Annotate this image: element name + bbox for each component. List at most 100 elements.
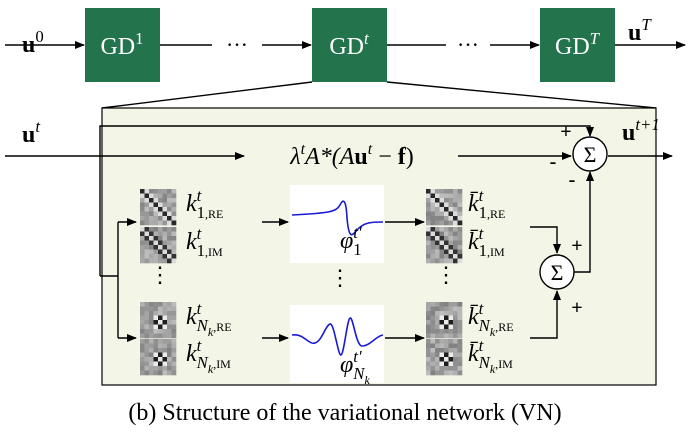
filter-pixel: [167, 344, 172, 349]
filter-pixel: [435, 357, 440, 362]
filter-pixel: [167, 254, 172, 259]
filter-pixel: [167, 302, 172, 307]
filter-pixel: [167, 227, 172, 232]
filter-pixel: [140, 320, 145, 325]
filter-pixel: [449, 311, 454, 316]
filter-pixel: [158, 245, 163, 250]
filter-pixel: [167, 320, 172, 325]
filter-pixel: [440, 362, 445, 367]
filter-pixel: [435, 194, 440, 199]
filter-pixel: [172, 334, 177, 339]
filter-pixel: [154, 236, 159, 241]
filter-pixel: [163, 212, 168, 217]
label-base: u: [622, 120, 635, 146]
filter-pixel: [431, 348, 436, 353]
vdots: ⋮: [329, 265, 351, 290]
filter-pixel: [453, 227, 458, 232]
label-sub: N: [196, 316, 209, 335]
filter-pixel: [158, 362, 163, 367]
filter-pixel: [444, 311, 449, 316]
filter-pixel: [435, 232, 440, 237]
filter-pixel: [167, 353, 172, 358]
filter-pixel: [458, 357, 463, 362]
filter-pixel: [453, 307, 458, 312]
filter-pixel: [167, 366, 172, 371]
filter-pixel: [440, 316, 445, 321]
filter-pixel: [453, 316, 458, 321]
filter-pixel: [149, 362, 154, 367]
filter-pixel: [449, 194, 454, 199]
filter-pixel: [426, 194, 431, 199]
label-sup: t′: [353, 347, 362, 366]
filter-pixel: [163, 357, 168, 362]
filter-pixel: [431, 189, 436, 194]
filter-pixel: [426, 212, 431, 217]
filter-pixel: [167, 194, 172, 199]
filter-pixel: [431, 221, 436, 226]
filter-pixel: [140, 344, 145, 349]
filter-pixel: [167, 339, 172, 344]
ellipsis: ···: [226, 32, 248, 57]
label-subtail: ,RE: [487, 207, 505, 221]
filter-pixel: [172, 216, 177, 221]
filter-pixel: [435, 216, 440, 221]
filter-pixel: [453, 232, 458, 237]
filter-pixel: [426, 362, 431, 367]
filter-pixel: [431, 325, 436, 330]
filter-pixel: [435, 348, 440, 353]
filter-pixel: [158, 311, 163, 316]
filter-pixel: [172, 307, 177, 312]
filter-pixel: [435, 198, 440, 203]
filter-pixel: [154, 316, 159, 321]
filter-pixel: [167, 348, 172, 353]
label-base: GD: [555, 34, 590, 60]
filter-pixel: [440, 241, 445, 246]
filter-pixel: [440, 227, 445, 232]
filter-pixel: [458, 362, 463, 367]
filter-pixel: [163, 316, 168, 321]
filter-pixel: [154, 221, 159, 226]
filter-pixel: [163, 245, 168, 250]
filter-pixel: [453, 241, 458, 246]
filter-pixel: [149, 316, 154, 321]
filter-pixel: [140, 362, 145, 367]
filter-pixel: [163, 203, 168, 208]
data-term: λtA*(Aut − f): [289, 141, 414, 170]
filter-pixel: [149, 241, 154, 246]
caption: (b) Structure of the variational network…: [128, 400, 561, 426]
filter-pixel: [140, 207, 145, 212]
filter-pixel: [444, 212, 449, 217]
filter-pixel: [158, 250, 163, 255]
filter-pixel: [163, 366, 168, 371]
filter-pixel: [145, 232, 150, 237]
filter-pixel: [145, 221, 150, 226]
filter-pixel: [145, 189, 150, 194]
filter-pixel: [167, 357, 172, 362]
filter-pixel: [172, 245, 177, 250]
filter-pixel: [145, 302, 150, 307]
filter-pixel: [426, 189, 431, 194]
filter-pixel: [145, 311, 150, 316]
filter-pixel: [440, 320, 445, 325]
filter-pixel: [149, 207, 154, 212]
vdots: ⋮: [435, 262, 457, 287]
label-subtail: ,IM: [205, 245, 223, 259]
filter-pixel: [431, 216, 436, 221]
filter-pixel: [163, 232, 168, 237]
filter-pixel: [145, 348, 150, 353]
filter-pixel: [431, 311, 436, 316]
filter-pixel: [149, 339, 154, 344]
filter-pixel: [426, 241, 431, 246]
filter-pixel: [458, 221, 463, 226]
filter-pixel: [426, 348, 431, 353]
filter-pixel: [426, 311, 431, 316]
filter-pixel: [458, 241, 463, 246]
filter-pixel: [158, 320, 163, 325]
filter-pixel: [167, 207, 172, 212]
filter-pixel: [158, 316, 163, 321]
filter-pixel: [172, 311, 177, 316]
filter-pixel: [140, 302, 145, 307]
label-sup: 1: [135, 29, 143, 48]
filter-pixel: [163, 320, 168, 325]
vdots: ⋮: [149, 262, 171, 287]
